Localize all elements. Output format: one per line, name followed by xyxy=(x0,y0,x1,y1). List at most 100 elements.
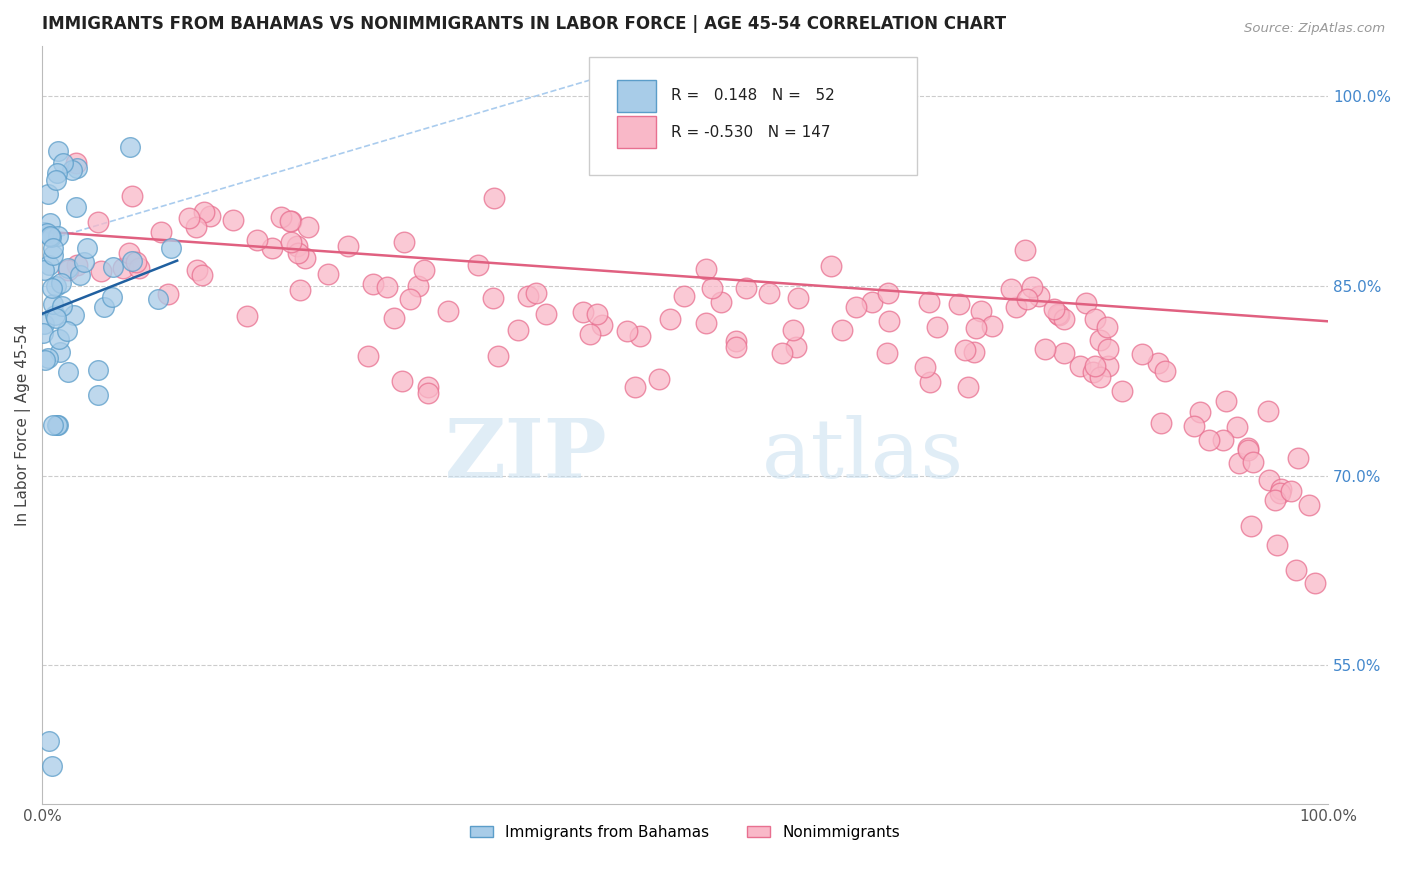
Y-axis label: In Labor Force | Age 45-54: In Labor Force | Age 45-54 xyxy=(15,324,31,526)
Point xyxy=(416,386,439,401)
Point xyxy=(87,215,110,229)
Point xyxy=(486,349,509,363)
Point xyxy=(948,297,970,311)
Point xyxy=(41,248,63,262)
Point xyxy=(382,311,405,326)
Point xyxy=(1150,416,1173,430)
Point xyxy=(37,351,59,365)
Point xyxy=(46,229,69,244)
Point xyxy=(571,304,593,318)
Point xyxy=(58,260,80,275)
Point xyxy=(413,263,436,277)
Point xyxy=(981,318,1004,333)
Point xyxy=(48,332,70,346)
Point xyxy=(1053,312,1076,326)
Point xyxy=(725,334,748,348)
Point xyxy=(45,279,67,293)
Point xyxy=(90,264,112,278)
Point xyxy=(1084,359,1107,373)
Point xyxy=(32,225,55,239)
Point xyxy=(46,166,69,180)
Point xyxy=(508,323,530,337)
Point xyxy=(1074,296,1097,310)
Point xyxy=(695,262,717,277)
Point xyxy=(710,295,733,310)
Point xyxy=(149,225,172,239)
Text: R =   0.148   N =   52: R = 0.148 N = 52 xyxy=(671,88,835,103)
Point xyxy=(695,316,717,330)
Point xyxy=(524,285,547,300)
Point xyxy=(146,292,169,306)
Point xyxy=(1021,280,1043,294)
Point xyxy=(287,246,309,260)
Point xyxy=(297,220,319,235)
Point xyxy=(128,260,150,275)
Point xyxy=(1069,359,1091,373)
Point xyxy=(111,261,134,276)
Point xyxy=(37,226,59,240)
Point xyxy=(42,296,65,310)
Point xyxy=(93,300,115,314)
Text: Source: ZipAtlas.com: Source: ZipAtlas.com xyxy=(1244,22,1385,36)
Point xyxy=(316,268,339,282)
Text: IMMIGRANTS FROM BAHAMAS VS NONIMMIGRANTS IN LABOR FORCE | AGE 45-54 CORRELATION : IMMIGRANTS FROM BAHAMAS VS NONIMMIGRANTS… xyxy=(42,15,1007,33)
Point xyxy=(927,319,949,334)
Point xyxy=(101,260,124,274)
Point xyxy=(375,280,398,294)
Point xyxy=(1015,292,1038,306)
Point xyxy=(1097,359,1119,373)
Point xyxy=(963,344,986,359)
Point xyxy=(34,353,56,368)
Point xyxy=(648,372,671,386)
Point xyxy=(1043,301,1066,316)
Point xyxy=(186,262,208,277)
Point xyxy=(1286,450,1309,465)
Point xyxy=(1236,442,1258,456)
Point xyxy=(65,200,87,214)
Point xyxy=(38,734,60,748)
Point xyxy=(1090,333,1112,347)
Point xyxy=(1281,483,1303,498)
Point xyxy=(700,281,723,295)
Point xyxy=(1053,346,1076,360)
Point xyxy=(60,163,83,178)
Point xyxy=(285,239,308,253)
Point xyxy=(157,287,180,301)
Point xyxy=(125,255,148,269)
Point xyxy=(437,304,460,318)
Point xyxy=(1265,538,1288,552)
Point xyxy=(1028,288,1050,302)
Point xyxy=(86,363,108,377)
Point xyxy=(357,349,380,363)
Point xyxy=(1241,455,1264,469)
Point xyxy=(918,295,941,310)
Text: R = -0.530   N = 147: R = -0.530 N = 147 xyxy=(671,125,831,140)
Point xyxy=(845,300,868,314)
Bar xyxy=(617,116,655,148)
Point xyxy=(1264,493,1286,508)
Point xyxy=(1215,394,1237,409)
Point xyxy=(66,258,89,272)
Point xyxy=(1298,498,1320,512)
Point xyxy=(270,210,292,224)
Point xyxy=(1237,443,1260,458)
Point xyxy=(970,304,993,318)
Point xyxy=(49,276,72,290)
Point xyxy=(39,217,62,231)
Point xyxy=(44,308,66,322)
Point xyxy=(482,191,505,205)
Point xyxy=(1258,473,1281,487)
Point xyxy=(616,324,638,338)
Point xyxy=(69,268,91,282)
Point xyxy=(1212,433,1234,447)
Point xyxy=(45,310,67,325)
Point xyxy=(831,323,853,337)
Point xyxy=(76,241,98,255)
Point xyxy=(1188,405,1211,419)
Bar xyxy=(617,79,655,112)
Point xyxy=(1084,312,1107,326)
Point xyxy=(579,326,602,341)
Point xyxy=(1240,519,1263,533)
Point xyxy=(1270,486,1292,500)
Point xyxy=(294,251,316,265)
